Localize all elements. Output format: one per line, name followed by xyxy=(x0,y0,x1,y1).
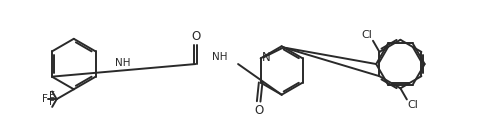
Text: NH: NH xyxy=(212,52,228,62)
Text: O: O xyxy=(191,30,200,43)
Text: NH: NH xyxy=(115,58,130,68)
Text: F: F xyxy=(42,94,48,104)
Text: O: O xyxy=(254,104,263,117)
Text: N: N xyxy=(262,51,271,64)
Text: Cl: Cl xyxy=(408,100,419,110)
Text: F: F xyxy=(49,97,55,107)
Text: F: F xyxy=(49,92,55,101)
Text: Cl: Cl xyxy=(361,30,372,40)
